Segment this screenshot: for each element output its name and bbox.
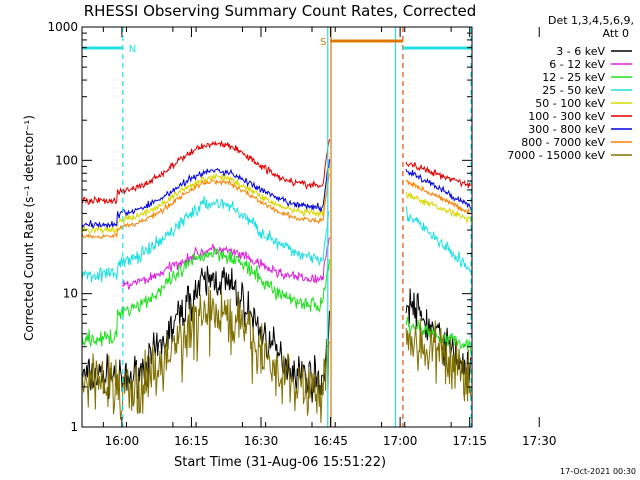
legend-label: 100 - 300 keV [528,110,605,123]
y-tick-label: 1 [70,420,78,434]
x-tick-label: 17:00 [383,434,418,448]
legend-label: 7000 - 15000 keV [507,149,605,162]
flag-label: S [320,37,326,48]
series-line [81,286,330,424]
x-axis-label: Start Time (31-Aug-06 15:51:22) [174,455,386,470]
attenuator-flags: NS [82,27,472,427]
x-tick-label: 16:00 [105,434,140,448]
timestamp: 17-Oct-2021 00:30 [560,467,636,476]
y-axis-label: Corrected Count Rate (s⁻¹ detector⁻¹) [22,115,36,341]
legend-label: 25 - 50 keV [542,84,605,97]
x-ticks: 16:00 16:15 16:30 16:45 17:00 17:15 17:30 [102,27,557,448]
x-tick-label: 16:30 [244,434,279,448]
y-ticks: 1 10 100 1000 [47,20,472,434]
series-line [81,247,330,347]
x-tick-label: 16:15 [174,434,209,448]
series-traces [81,139,472,424]
legend-label: 6 - 12 keV [549,58,605,71]
legend-label: 300 - 800 keV [528,123,605,136]
flag-label: N [129,44,136,55]
series-line [405,179,472,215]
series-line [405,205,472,273]
x-tick-label: 17:30 [522,434,557,448]
series-line [81,265,330,403]
series-line [405,168,472,211]
series-line [121,237,330,290]
plot-frame [81,26,473,428]
series-line [405,161,471,189]
legend-header-line2: Att 0 [603,27,629,40]
legend-label: 3 - 6 keV [556,45,605,58]
legend-label: 800 - 7000 keV [521,136,605,149]
chart-title: RHESSI Observing Summary Count Rates, Co… [84,2,477,20]
series-line [405,318,472,402]
y-tick-label: 100 [55,153,78,167]
legend-header-line1: Det 1,3,4,5,6,9, [548,14,634,27]
series-line [81,195,330,283]
y-tick-label: 10 [63,287,78,301]
series-line [405,316,472,355]
y-tick-label: 1000 [47,20,78,34]
series-line [81,166,330,235]
x-tick-label: 16:45 [313,434,348,448]
series-line [405,191,472,223]
legend-label: 12 - 25 keV [542,71,605,84]
x-tick-label: 17:15 [452,434,487,448]
legend-label: 50 - 100 keV [535,97,605,110]
